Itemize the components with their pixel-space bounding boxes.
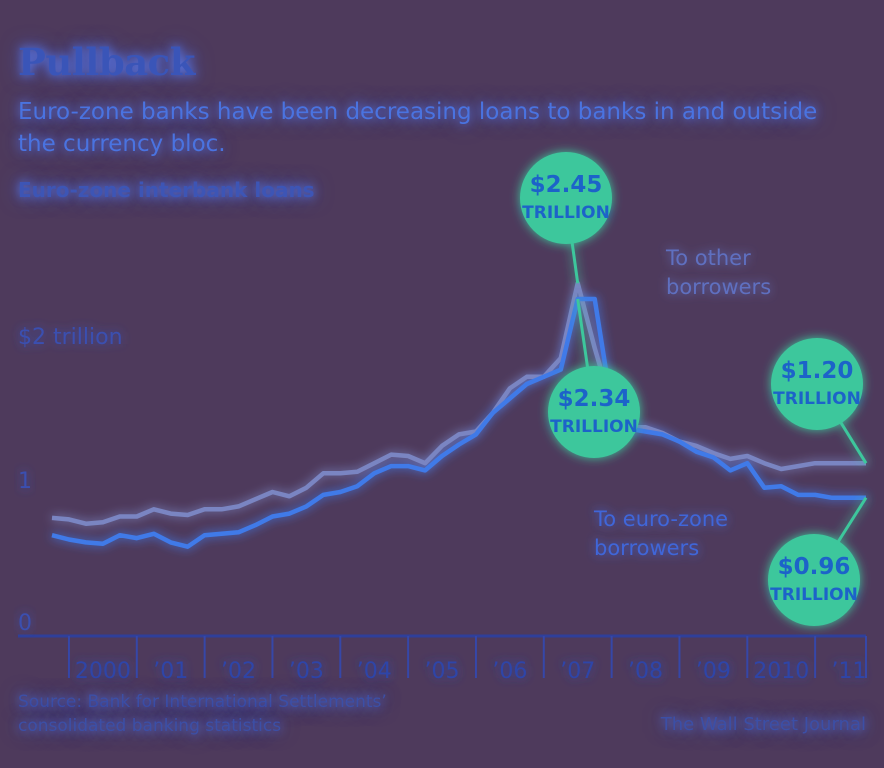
callout-unit: TRILLION bbox=[773, 389, 861, 409]
series-label-other: borrowers bbox=[666, 275, 771, 299]
series-line-euro bbox=[51, 296, 866, 549]
y-tick-label: 0 bbox=[18, 611, 32, 636]
x-tick-label: ’02 bbox=[221, 659, 256, 684]
callout-unit: TRILLION bbox=[522, 203, 610, 223]
chart-title: Pullback bbox=[18, 40, 195, 84]
source-note: Source: Bank for International Settlemen… bbox=[18, 692, 387, 736]
chart-label: Euro-zone interbank loans bbox=[18, 178, 315, 202]
series-label-euro: borrowers bbox=[594, 536, 699, 560]
callout-value: $1.20 bbox=[781, 358, 854, 384]
callout-bubble bbox=[771, 338, 863, 430]
x-tick-label: ’07 bbox=[560, 659, 595, 684]
callout-other-peak: $2.45 TRILLION bbox=[520, 152, 612, 284]
x-tick-label: ’04 bbox=[357, 659, 392, 684]
y-tick-label: $2 trillion bbox=[18, 325, 123, 350]
callout-euro-end: $0.96 TRILLION bbox=[768, 496, 868, 626]
callout-value: $0.96 bbox=[778, 554, 851, 580]
x-tick-label: ’01 bbox=[153, 659, 188, 684]
callout-value: $2.34 bbox=[558, 386, 631, 412]
callout-unit: TRILLION bbox=[770, 585, 858, 605]
y-tick-label: 1 bbox=[18, 469, 32, 494]
callout-other-end: $1.20 TRILLION bbox=[771, 338, 868, 464]
credit-line: The Wall Street Journal bbox=[660, 714, 866, 735]
series-label-other: To other bbox=[665, 246, 751, 270]
x-tick-label: ’06 bbox=[492, 659, 527, 684]
callout-unit: TRILLION bbox=[550, 417, 638, 437]
callout-value: $2.45 bbox=[530, 172, 603, 198]
x-tick-label: ’08 bbox=[628, 659, 663, 684]
series-line-other bbox=[51, 280, 866, 526]
x-tick-label: ’03 bbox=[289, 659, 324, 684]
chart-subtitle: Euro-zone banks have been decreasing loa… bbox=[18, 99, 818, 157]
x-tick-label: ’11 bbox=[832, 659, 867, 684]
callout-bubble bbox=[768, 534, 860, 626]
x-tick-label: 2010 bbox=[753, 659, 809, 684]
callout-bubble bbox=[548, 366, 640, 458]
callout-bubble bbox=[520, 152, 612, 244]
series-label-euro: To euro-zone bbox=[593, 507, 728, 531]
x-tick-label: ’05 bbox=[425, 659, 460, 684]
callout-euro-peak: $2.34 TRILLION bbox=[548, 298, 640, 458]
x-tick-label: 2000 bbox=[75, 659, 131, 684]
x-tick-label: ’09 bbox=[696, 659, 731, 684]
